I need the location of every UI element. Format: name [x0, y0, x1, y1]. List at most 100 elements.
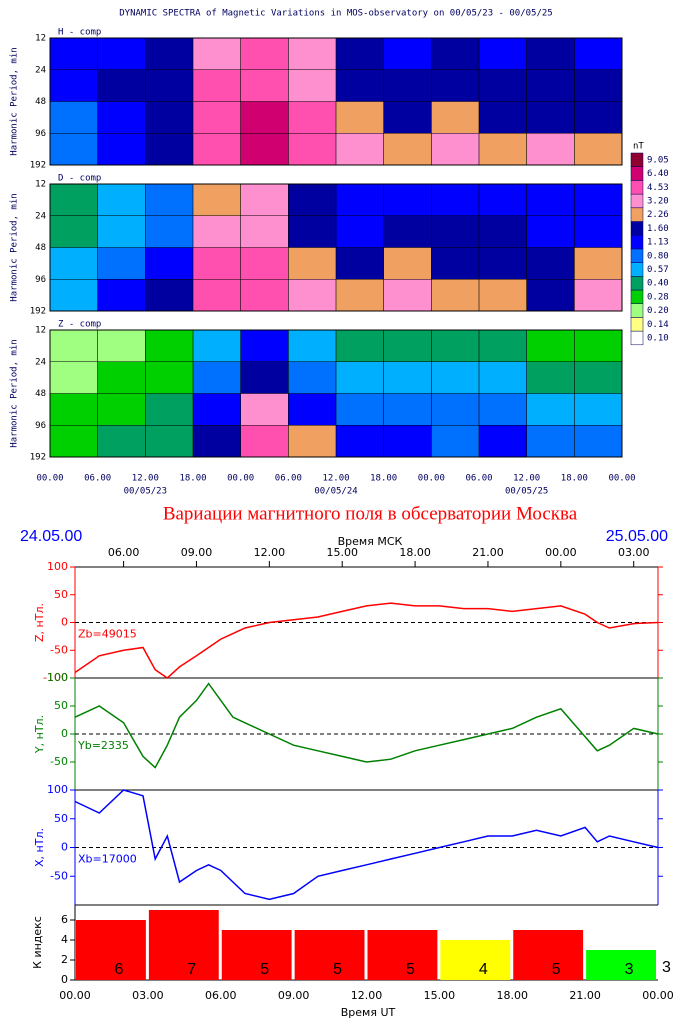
y-tick-label: 100 [47, 783, 68, 796]
top-tick-label: 00.00 [545, 546, 577, 559]
heat-cell [50, 184, 98, 216]
bar-value-label: 5 [260, 961, 269, 978]
x-tick-label: 00.00 [59, 989, 91, 1002]
heat-cell [240, 393, 289, 426]
heat-cell [336, 247, 384, 280]
y-axis-label: Z, нТл. [33, 603, 46, 642]
colorbar-swatch [630, 221, 644, 236]
bar [367, 930, 438, 980]
heat-cell [383, 361, 432, 394]
heat-cell [336, 330, 384, 362]
heat-cell [479, 330, 527, 362]
heat-cell [431, 425, 479, 457]
heat-cell [240, 279, 289, 311]
heat-cell [50, 69, 98, 102]
heat-cell [145, 69, 193, 102]
series-line [74, 682, 659, 769]
y-tick-label: -50 [50, 755, 68, 768]
heat-cell [336, 361, 384, 394]
heat-cell [526, 393, 575, 426]
panel-label: H - comp [58, 28, 101, 38]
heat-cell [431, 279, 479, 311]
y-tick-label: 192 [30, 161, 46, 171]
y-axis-label: К индекс [31, 916, 44, 969]
heat-cell [574, 133, 622, 165]
heat-cell [526, 425, 575, 457]
colorbar-swatch [630, 276, 644, 291]
x-tick-label: 00.00 [36, 474, 63, 484]
y-axis-label: Y, нТл. [33, 715, 46, 754]
heat-cell [50, 393, 98, 426]
x-tick-label: 12.00 [322, 474, 349, 484]
y-tick-label: 24 [35, 357, 46, 367]
heat-cell [97, 101, 146, 134]
heat-cell [145, 425, 193, 457]
heat-cell [288, 279, 336, 311]
heat-cell [145, 184, 193, 216]
bar [294, 930, 365, 980]
heat-cell [288, 69, 336, 102]
colorbar-swatch [630, 262, 644, 277]
heat-cell [336, 215, 384, 248]
colorbar-label: 1.60 [647, 224, 669, 234]
heat-cell [574, 184, 622, 216]
colorbar-swatch [630, 330, 644, 346]
y-tick-label: 48 [35, 389, 46, 399]
heat-cell [479, 184, 527, 216]
y-tick-label: 0 [61, 727, 68, 740]
heat-cell [526, 184, 575, 216]
heat-cell [240, 133, 289, 165]
heat-cell [145, 38, 193, 70]
heat-cell [431, 133, 479, 165]
heat-cell [50, 361, 98, 394]
x-tick-label: 15.00 [424, 989, 456, 1002]
heat-cell [479, 101, 527, 134]
heat-cell [50, 279, 98, 311]
heat-cell [383, 133, 432, 165]
heat-cell [336, 133, 384, 165]
heat-cell [193, 279, 241, 311]
bar-value-label: 7 [187, 961, 196, 978]
colorbar-label: 0.57 [647, 265, 669, 275]
heat-cell [193, 69, 241, 102]
heat-cell [240, 38, 289, 70]
heat-cell [240, 184, 289, 216]
heat-cell [145, 101, 193, 134]
x-tick-label: 12.00 [513, 474, 540, 484]
bar-value-label: 5 [333, 961, 342, 978]
heat-cell [383, 38, 432, 70]
colorbar-unit: nT [633, 142, 644, 152]
date-label: 00/05/25 [505, 487, 548, 497]
panel-label: D - comp [58, 174, 101, 184]
y-tick-label: 100 [47, 671, 68, 684]
heat-cell [240, 215, 289, 248]
colorbar-label: 0.14 [647, 320, 669, 330]
colorbar-label: 2.26 [647, 210, 669, 220]
y-axis-label: Harmonic Period, min [10, 339, 20, 447]
heat-cell [336, 69, 384, 102]
bar-value-label: 3 [625, 961, 634, 978]
heat-cell [145, 330, 193, 362]
heat-cell [288, 215, 336, 248]
x-tick-label: 12.00 [132, 474, 159, 484]
heat-cell [97, 215, 146, 248]
colorbar-swatch [630, 207, 644, 222]
y-tick-label: 50 [54, 812, 68, 825]
y-tick-label: 192 [30, 307, 46, 317]
y-tick-label: 2 [61, 953, 68, 966]
date-left: 24.05.00 [20, 528, 82, 545]
heat-cell [97, 279, 146, 311]
x-tick-label: 12.00 [351, 989, 383, 1002]
heat-cell [526, 247, 575, 280]
heat-cell [288, 101, 336, 134]
colorbar-label: 4.53 [647, 183, 669, 193]
heat-cell [574, 69, 622, 102]
bar-value-label: 4 [479, 961, 488, 978]
top-tick-label: 18.00 [399, 546, 431, 559]
panel-label: Z - comp [58, 320, 101, 330]
x-tick-label: 00.00 [608, 474, 635, 484]
heat-cell [50, 38, 98, 70]
heat-cell [193, 215, 241, 248]
top-tick-label: 21.00 [472, 546, 504, 559]
y-tick-label: 96 [35, 275, 46, 285]
